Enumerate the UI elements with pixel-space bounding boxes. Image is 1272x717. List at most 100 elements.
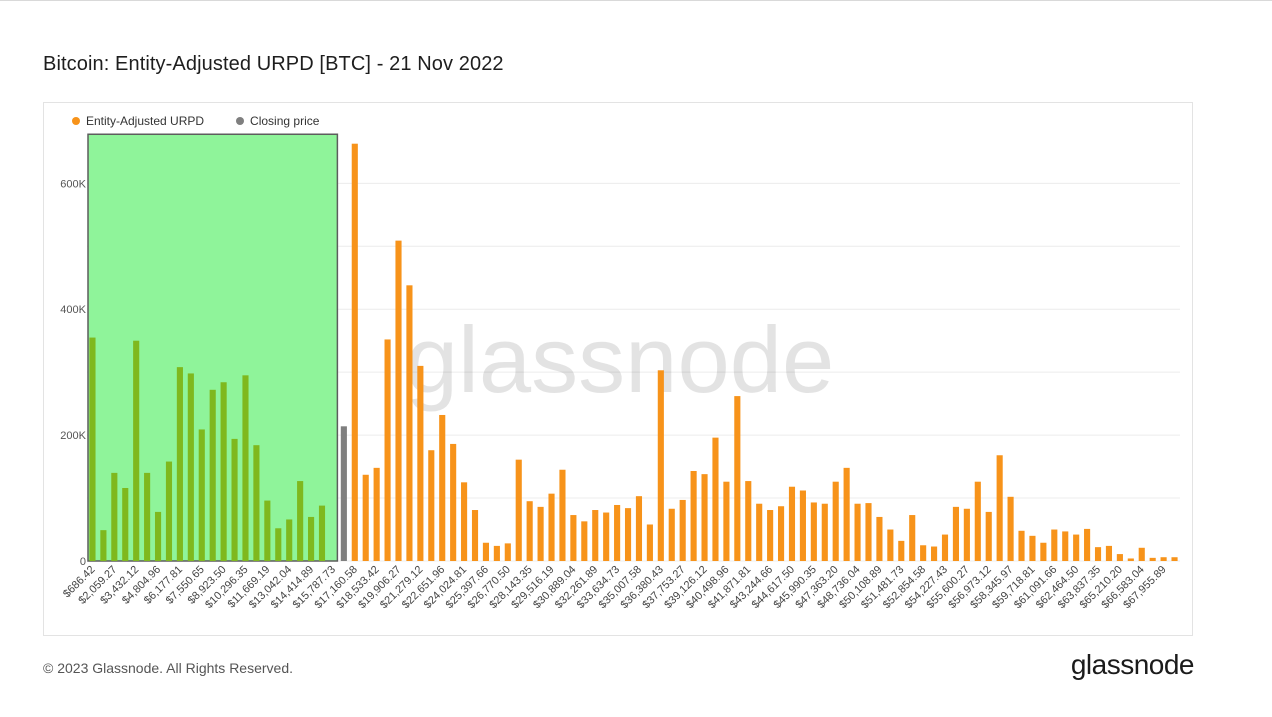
urpd-bar[interactable] (154, 511, 162, 561)
urpd-bar[interactable] (756, 503, 763, 561)
urpd-bar[interactable] (1149, 557, 1156, 561)
urpd-bar[interactable] (504, 543, 511, 561)
urpd-bar[interactable] (471, 510, 479, 561)
urpd-bar[interactable] (548, 493, 555, 561)
urpd-bar[interactable] (865, 503, 872, 561)
urpd-bar[interactable] (515, 459, 522, 561)
urpd-bar[interactable] (89, 337, 96, 561)
urpd-bar[interactable] (624, 508, 632, 561)
glassnode-logo[interactable]: glassnode (1070, 649, 1195, 680)
urpd-bar[interactable] (723, 481, 730, 561)
legend-item-closing-price[interactable]: Closing price (236, 114, 319, 128)
urpd-bar[interactable] (931, 546, 938, 561)
urpd-bar[interactable] (537, 506, 544, 561)
urpd-bar[interactable] (679, 499, 686, 561)
urpd-bar[interactable] (581, 521, 588, 561)
urpd-bar[interactable] (318, 505, 326, 561)
urpd-bar[interactable] (788, 486, 796, 561)
urpd-bar[interactable] (450, 443, 457, 561)
urpd-bar[interactable] (526, 501, 533, 561)
urpd-bar[interactable] (242, 375, 249, 561)
urpd-bar[interactable] (898, 540, 905, 561)
urpd-bar[interactable] (428, 450, 435, 561)
urpd-bar[interactable] (362, 474, 369, 561)
urpd-bar[interactable] (275, 528, 282, 561)
urpd-bar[interactable] (810, 502, 817, 561)
urpd-bar[interactable] (231, 438, 238, 561)
urpd-bar[interactable] (297, 481, 304, 561)
urpd-bar[interactable] (854, 503, 861, 561)
urpd-bar[interactable] (1029, 535, 1036, 561)
urpd-bar[interactable] (843, 467, 850, 561)
urpd-bar[interactable] (482, 542, 490, 561)
urpd-bar[interactable] (952, 506, 959, 561)
urpd-bar[interactable] (373, 467, 380, 561)
urpd-bar[interactable] (821, 503, 828, 561)
urpd-bar[interactable] (745, 481, 752, 561)
urpd-bar[interactable] (1094, 547, 1102, 561)
urpd-bar[interactable] (974, 481, 981, 561)
urpd-bar[interactable] (100, 530, 107, 561)
urpd-bar[interactable] (909, 515, 916, 561)
urpd-bar[interactable] (384, 339, 391, 561)
urpd-bar[interactable] (187, 373, 194, 561)
urpd-bar[interactable] (1062, 531, 1069, 561)
urpd-bar[interactable] (198, 429, 205, 561)
urpd-bar[interactable] (635, 496, 643, 561)
urpd-bar[interactable] (799, 490, 806, 561)
urpd-bar[interactable] (351, 143, 358, 561)
urpd-bar[interactable] (1127, 558, 1134, 561)
urpd-bar[interactable] (220, 382, 227, 561)
urpd-bar[interactable] (165, 461, 173, 561)
urpd-bar[interactable] (777, 506, 785, 561)
urpd-bar[interactable] (308, 516, 315, 561)
urpd-bar[interactable] (406, 285, 413, 561)
urpd-bar[interactable] (1138, 547, 1145, 561)
urpd-bar[interactable] (461, 482, 468, 561)
urpd-bar[interactable] (592, 510, 599, 561)
urpd-bar[interactable] (133, 340, 140, 561)
urpd-bar[interactable] (253, 445, 260, 561)
urpd-bar[interactable] (122, 487, 129, 561)
urpd-bar[interactable] (1160, 557, 1167, 561)
urpd-bar[interactable] (111, 472, 118, 561)
urpd-bar[interactable] (712, 437, 719, 561)
urpd-bar[interactable] (832, 481, 839, 561)
urpd-bar[interactable] (1084, 528, 1091, 561)
urpd-bar[interactable] (176, 367, 183, 561)
urpd-bar[interactable] (1105, 545, 1113, 561)
urpd-bar[interactable] (985, 511, 992, 561)
urpd-bar[interactable] (209, 389, 216, 561)
urpd-bar[interactable] (1018, 530, 1025, 561)
urpd-bar[interactable] (646, 524, 653, 561)
closing-price-bar[interactable] (340, 426, 347, 561)
urpd-bar[interactable] (570, 515, 577, 561)
urpd-bar[interactable] (1073, 534, 1080, 561)
urpd-bar[interactable] (1116, 554, 1123, 561)
urpd-bar[interactable] (734, 396, 741, 561)
urpd-bar[interactable] (920, 545, 927, 561)
urpd-bar[interactable] (614, 504, 621, 561)
urpd-bar[interactable] (1007, 496, 1014, 561)
urpd-bar[interactable] (657, 370, 664, 561)
urpd-bar[interactable] (887, 529, 894, 561)
urpd-bar[interactable] (767, 510, 774, 561)
urpd-bar[interactable] (493, 545, 500, 561)
urpd-bar[interactable] (603, 512, 610, 561)
urpd-bar[interactable] (996, 455, 1003, 561)
legend-item-urpd[interactable]: Entity-Adjusted URPD (72, 114, 204, 128)
urpd-bar[interactable] (144, 472, 151, 561)
urpd-bar[interactable] (417, 365, 424, 561)
urpd-bar[interactable] (559, 469, 566, 561)
urpd-bar[interactable] (395, 240, 402, 562)
urpd-bar[interactable] (1171, 557, 1178, 561)
urpd-bar[interactable] (963, 508, 970, 561)
urpd-bar[interactable] (701, 474, 708, 561)
urpd-bar[interactable] (439, 414, 446, 561)
urpd-bar[interactable] (286, 519, 293, 561)
urpd-bar[interactable] (1051, 529, 1058, 561)
urpd-bar[interactable] (264, 500, 271, 561)
urpd-bar[interactable] (690, 470, 697, 561)
urpd-bar[interactable] (1040, 542, 1047, 561)
urpd-bar[interactable] (668, 508, 675, 561)
